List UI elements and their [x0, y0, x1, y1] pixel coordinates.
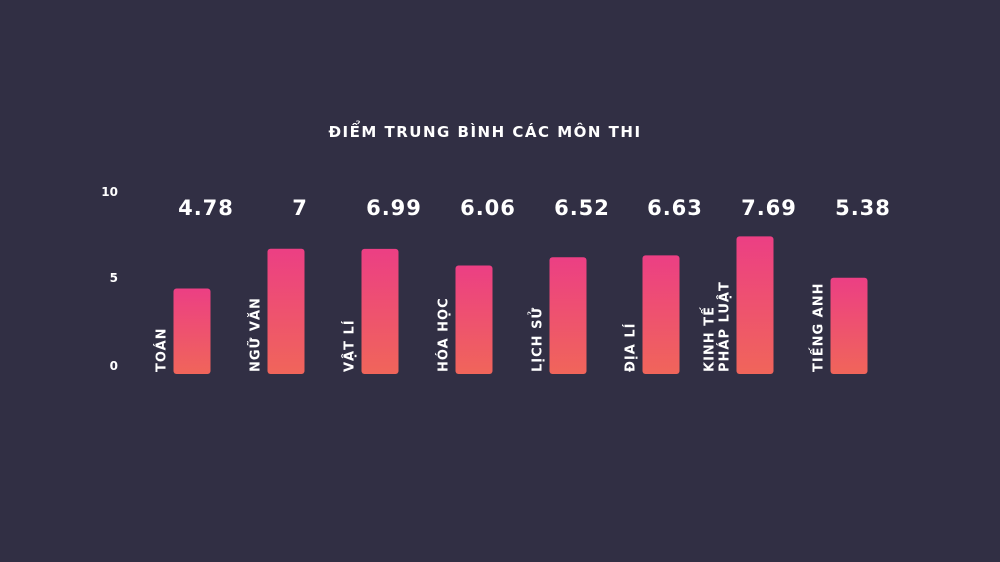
bars: 4.78 TOÁN 7 NGỮ VĂN 6.99 VẬT LÍ 6.06 HÓA HỌC 6.5…: [154, 196, 891, 374]
y-tick-label: 5: [110, 271, 118, 285]
category-label: PHÁP LUẬT: [717, 281, 733, 372]
bar: [642, 255, 680, 374]
data-label: 7.69: [741, 196, 797, 220]
category-label: NGỮ VĂN: [248, 297, 264, 372]
data-label: 5.38: [835, 196, 891, 220]
category-label: TOÁN: [154, 327, 170, 372]
bar: [549, 257, 587, 374]
data-label: 6.99: [366, 196, 422, 220]
bar: [736, 236, 774, 374]
data-label: 4.78: [178, 196, 234, 220]
category-label: KINH TẾ: [701, 306, 718, 372]
y-tick-label: 10: [101, 185, 118, 199]
chart-title: ĐIỂM TRUNG BÌNH CÁC MÔN THI: [328, 119, 641, 141]
bar: [267, 248, 305, 374]
data-label: 6.63: [647, 196, 703, 220]
data-label: 7: [292, 196, 308, 220]
category-label: LỊCH SỬ: [529, 307, 546, 372]
data-label: 6.52: [554, 196, 610, 220]
category-label: HÓA HỌC: [436, 297, 452, 372]
y-tick-label: 0: [110, 359, 118, 373]
bar: [455, 265, 493, 374]
category-label: ĐỊA LÍ: [623, 323, 639, 372]
bar: [173, 288, 211, 374]
y-axis: 0 5 10: [101, 185, 118, 373]
bar: [830, 277, 868, 374]
category-label: TIẾNG ANH: [810, 283, 827, 372]
data-label: 6.06: [460, 196, 516, 220]
category-label: VẬT LÍ: [342, 319, 358, 372]
bar: [361, 248, 399, 374]
